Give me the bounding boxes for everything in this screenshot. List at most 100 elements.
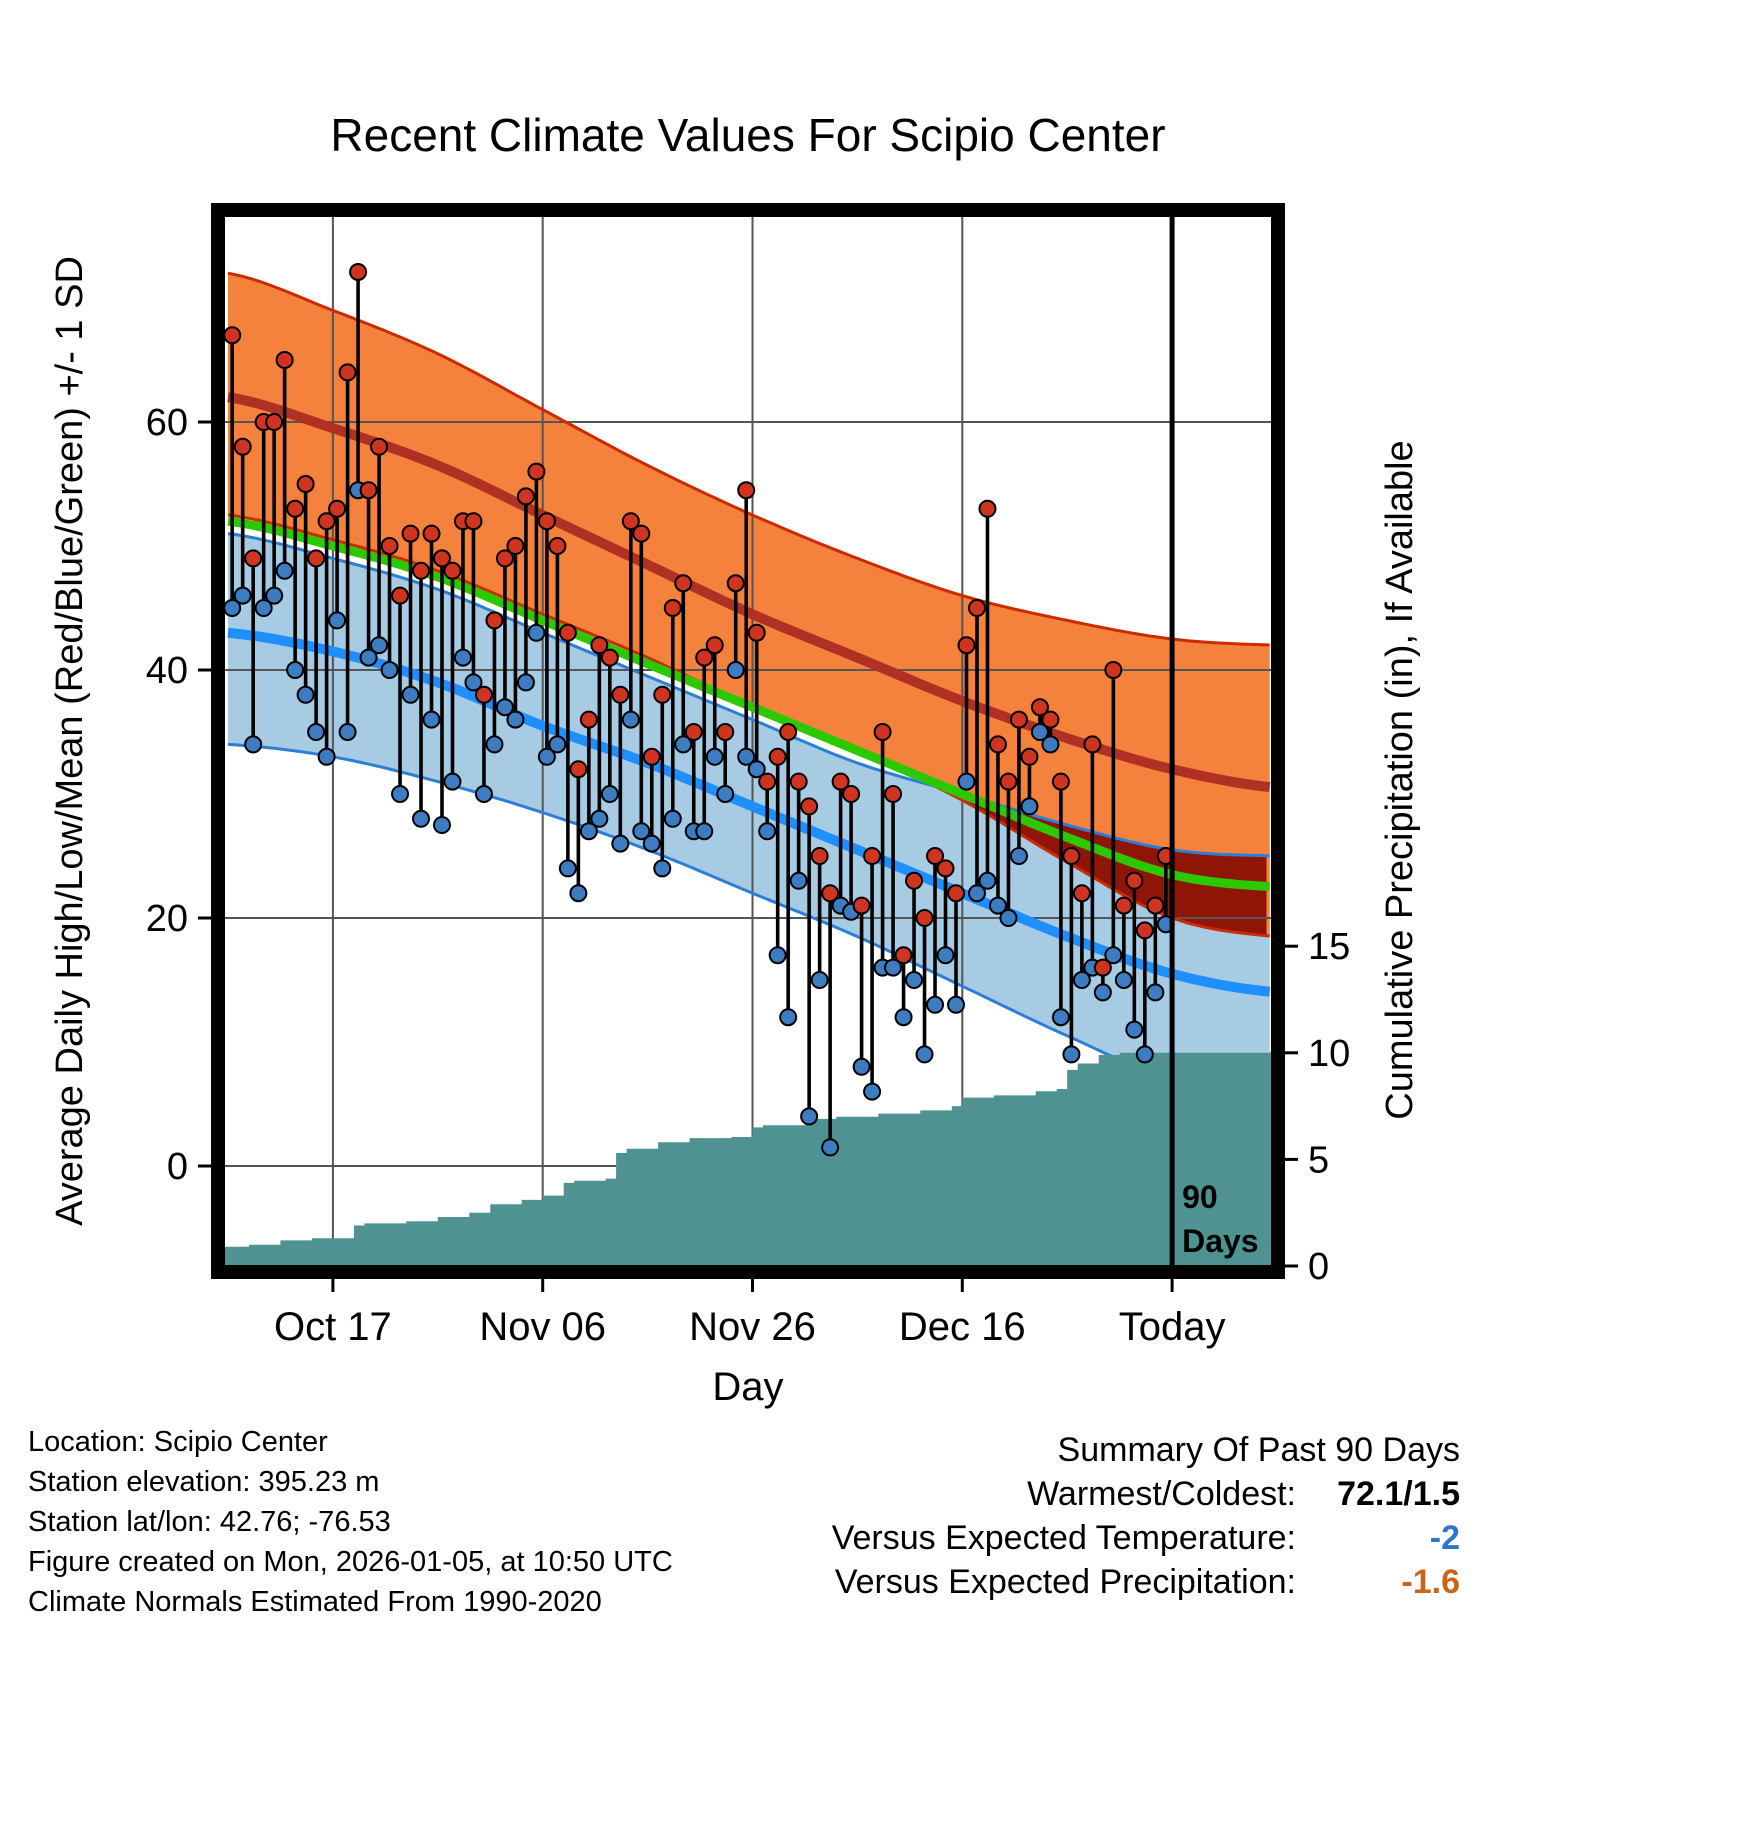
daily-high-dot bbox=[1030, 698, 1049, 717]
daily-high-dot bbox=[569, 760, 588, 779]
normal-mean-line bbox=[227, 516, 1270, 892]
daily-low-dot bbox=[506, 710, 525, 729]
daily-low-dot bbox=[569, 884, 588, 903]
x-axis-label: Day bbox=[712, 1365, 783, 1409]
daily-low-dot bbox=[1093, 983, 1112, 1002]
daily-high-dot bbox=[873, 723, 892, 741]
daily-low-dot bbox=[422, 710, 441, 729]
daily-high-dot bbox=[359, 481, 378, 500]
daily-low-dot bbox=[1009, 847, 1028, 865]
daily-high-dot bbox=[317, 512, 336, 531]
daily-low-dot bbox=[1146, 983, 1165, 1002]
daily-low-dot bbox=[453, 648, 472, 667]
daily-high-dot bbox=[537, 512, 556, 531]
daily-low-dot bbox=[737, 747, 756, 766]
footer-line: Climate Normals Estimated From 1990-2020 bbox=[28, 1586, 602, 1618]
daily-high-dot bbox=[821, 884, 840, 903]
daily-high-dot bbox=[884, 785, 903, 803]
daily-high-dot bbox=[831, 772, 850, 791]
low-temp-band bbox=[228, 533, 1270, 1092]
daily-high-dot bbox=[716, 723, 735, 741]
daily-low-dot bbox=[254, 599, 273, 617]
daily-high-dot bbox=[432, 549, 451, 568]
daily-high-dot bbox=[800, 797, 819, 816]
left-tick-label: 40 bbox=[146, 650, 188, 692]
daily-low-dot bbox=[296, 685, 315, 704]
daily-low-dot bbox=[632, 822, 651, 841]
daily-low-dot bbox=[401, 685, 420, 704]
daily-low-dot bbox=[1041, 735, 1060, 754]
right-tick-label: 10 bbox=[1308, 1033, 1350, 1075]
footer-line: Figure created on Mon, 2026-01-05, at 10… bbox=[28, 1546, 673, 1578]
daily-low-dot bbox=[695, 822, 714, 841]
daily-low-dot bbox=[936, 946, 955, 965]
daily-high-dot bbox=[527, 462, 546, 481]
daily-low-dot bbox=[359, 648, 378, 667]
daily-low-dot bbox=[810, 971, 829, 989]
daily-high-dot bbox=[988, 735, 1007, 754]
summary-panel: Summary Of Past 90 Days Warmest/Coldest:… bbox=[700, 1428, 1460, 1604]
daily-high-dot bbox=[1104, 661, 1123, 679]
daily-high-dot bbox=[810, 847, 829, 865]
x-tick-label: Dec 16 bbox=[899, 1305, 1026, 1349]
daily-high-dot bbox=[705, 636, 724, 655]
daily-low-dot bbox=[600, 785, 619, 803]
x-tick-label: Today bbox=[1119, 1305, 1226, 1349]
daily-high-dot bbox=[244, 549, 263, 568]
daily-low-dot bbox=[884, 958, 903, 977]
daily-high-dot bbox=[915, 909, 934, 927]
footer-info: Location: Scipio Center Station elevation… bbox=[28, 1422, 673, 1622]
band-edge-line bbox=[227, 271, 1270, 647]
daily-high-dot bbox=[516, 487, 535, 506]
summary-row-value: -2 bbox=[1429, 1519, 1460, 1557]
daily-low-dot bbox=[653, 859, 672, 878]
daily-low-dot bbox=[474, 785, 493, 803]
summary-title: Summary Of Past 90 Days bbox=[1057, 1431, 1460, 1469]
daily-high-dot bbox=[1041, 710, 1060, 729]
daily-high-dot bbox=[485, 611, 504, 630]
daily-high-dot bbox=[957, 636, 976, 655]
daily-low-dot bbox=[317, 747, 336, 766]
daily-high-dot bbox=[579, 710, 598, 729]
daily-low-dot bbox=[412, 809, 431, 828]
daily-low-dot bbox=[747, 760, 766, 779]
daily-high-dot bbox=[349, 262, 368, 281]
daily-high-dot bbox=[695, 648, 714, 667]
daily-high-dot bbox=[600, 648, 619, 667]
left-axis-label: Average Daily High/Low/Mean (Red/Blue/Gr… bbox=[49, 256, 91, 1226]
daily-low-dot bbox=[1030, 723, 1049, 741]
daily-high-dot bbox=[894, 946, 913, 965]
footer-line: Location: Scipio Center bbox=[28, 1426, 328, 1458]
daily-high-dot bbox=[737, 481, 756, 500]
daily-low-dot bbox=[1051, 1008, 1070, 1027]
daily-high-dot bbox=[1135, 921, 1154, 940]
daily-low-dot bbox=[789, 871, 808, 890]
daily-high-dot bbox=[905, 871, 924, 890]
band-edge-line bbox=[227, 532, 1270, 858]
daily-high-dot bbox=[370, 437, 389, 456]
daily-low-dot bbox=[863, 1082, 882, 1101]
daily-high-dot bbox=[1072, 884, 1091, 903]
daily-low-dot bbox=[579, 822, 598, 841]
daily-high-dot bbox=[275, 351, 294, 369]
daily-low-dot bbox=[537, 747, 556, 766]
daily-low-dot bbox=[590, 809, 609, 828]
high-temp-band bbox=[228, 273, 1270, 936]
daily-low-dot bbox=[1020, 797, 1039, 816]
daily-high-dot bbox=[653, 685, 672, 704]
daily-bars bbox=[223, 262, 1175, 1157]
ninety-days-annotation: Days bbox=[1182, 1223, 1259, 1259]
footer-line: Station elevation: 395.23 m bbox=[28, 1466, 380, 1498]
daily-low-dot bbox=[926, 995, 945, 1014]
ninety-days-annotation: 90 bbox=[1182, 1179, 1218, 1215]
daily-low-dot bbox=[307, 723, 326, 741]
daily-low-dot bbox=[758, 822, 777, 841]
daily-high-dot bbox=[380, 537, 399, 555]
x-tick-label: Nov 26 bbox=[689, 1305, 816, 1349]
daily-high-dot bbox=[758, 772, 777, 791]
daily-high-dot bbox=[863, 847, 882, 865]
plot-border bbox=[211, 203, 1285, 1279]
daily-high-dot bbox=[1062, 847, 1081, 865]
